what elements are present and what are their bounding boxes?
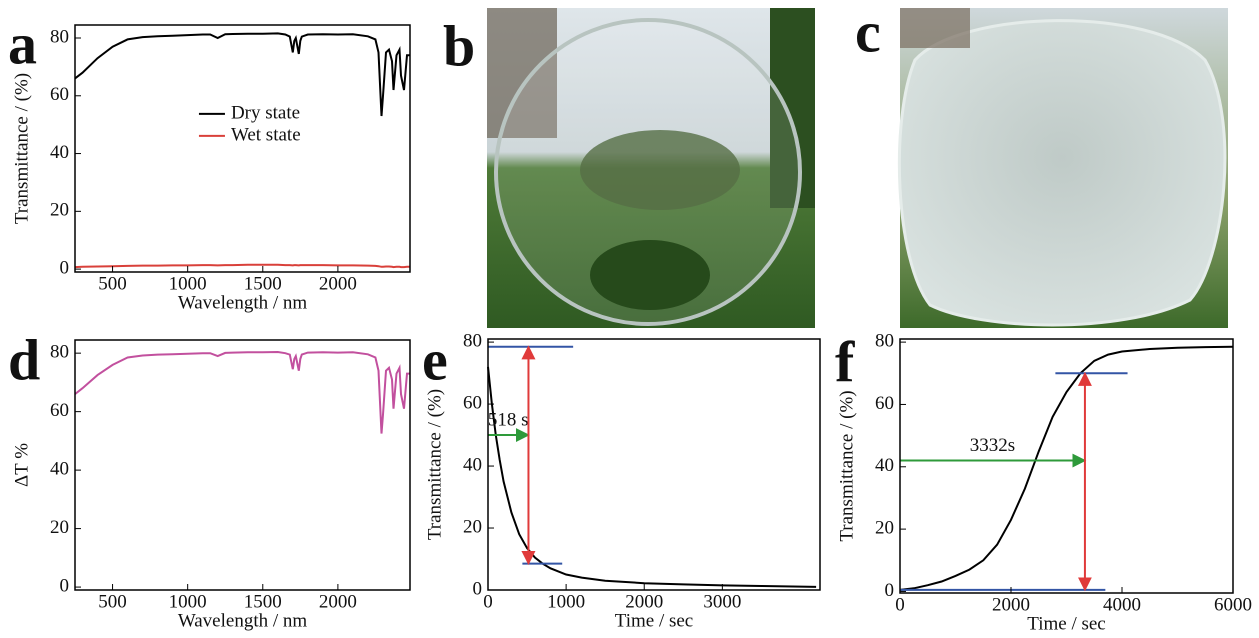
x-axis-label: Time / sec [1027,613,1105,634]
y-axis-label: Transmittance / (%) [836,390,857,541]
x-tick-label: 1500 [244,273,282,294]
annotation-text: 3332s [970,435,1015,456]
photo-c [897,8,1228,328]
x-tick-label: 0 [895,594,905,615]
x-tick-label: 4000 [1103,594,1141,615]
y-axis-label: Transmittance / (%) [11,73,32,224]
panel-label: f [835,329,855,394]
x-axis-label: Time / sec [615,610,693,631]
x-tick-label: 1000 [547,591,585,612]
x-tick-label: 1000 [169,273,207,294]
plot-frame [74,339,411,591]
x-axis-label: Wavelength / nm [178,610,308,631]
y-tick-label: 80 [50,342,69,363]
y-tick-label: 40 [50,458,69,479]
chart-panel: a 0 20 40 60 80 500 1000 1500 2000 Wavelength / nm… [8,11,411,313]
data-line [74,350,410,434]
data-line [74,263,410,269]
x-axis-label: Wavelength / nm [178,292,308,313]
panel-label: b [443,13,475,78]
y-tick-label: 0 [885,580,895,601]
legend-label: Wet state [231,124,301,145]
y-tick-label: 20 [50,517,69,538]
y-tick-label: 0 [60,575,70,596]
y-tick-label: 80 [50,26,69,47]
y-tick-label: 80 [463,330,482,351]
annotation-text: 518 s [488,409,529,430]
y-tick-label: 0 [473,578,483,599]
x-tick-label: 2000 [992,594,1030,615]
data-line [487,366,817,588]
photo-b [487,8,815,328]
panel-label: c [855,0,881,64]
x-tick-label: 2000 [319,591,357,612]
x-tick-label: 3000 [703,591,741,612]
x-tick-label: 2000 [319,273,357,294]
chart-panel: f 3332s 0 20 40 60 80 0 2000 4000 6000 Time / sec Tr… [835,329,1252,634]
x-tick-label: 1000 [169,591,207,612]
y-tick-label: 60 [50,84,69,105]
data-line [74,32,410,117]
panel-label: e [422,327,448,392]
panel-label: a [8,11,37,76]
x-tick-label: 500 [98,273,127,294]
x-tick-label: 2000 [625,591,663,612]
y-tick-label: 60 [875,393,894,414]
legend-label: Dry state [231,102,300,123]
y-tick-label: 60 [50,400,69,421]
x-tick-label: 500 [98,591,127,612]
plot-frame [487,338,821,591]
plot-frame [74,24,411,273]
chart-panel: d 0 20 40 60 80 500 1000 1500 2000 Wavelength / nm… [8,327,411,631]
y-tick-label: 20 [875,517,894,538]
x-tick-label: 0 [483,591,493,612]
data-line [899,345,1234,591]
y-tick-label: 40 [875,455,894,476]
y-axis-label: ΔT % [11,443,32,487]
y-tick-label: 60 [463,392,482,413]
y-axis-label: Transmittance / (%) [424,389,445,540]
y-tick-label: 40 [463,454,482,475]
y-tick-label: 0 [60,257,70,278]
y-tick-label: 40 [50,142,69,163]
y-tick-label: 20 [50,200,69,221]
panel-label: d [8,327,40,392]
y-tick-label: 80 [875,330,894,351]
chart-panel: e 518 s 0 20 40 60 80 0 1000 2000 3000 Time / sec Tr… [422,327,821,631]
plot-frame [899,338,1234,594]
x-tick-label: 1500 [244,591,282,612]
x-tick-label: 6000 [1214,594,1252,615]
y-tick-label: 20 [463,516,482,537]
